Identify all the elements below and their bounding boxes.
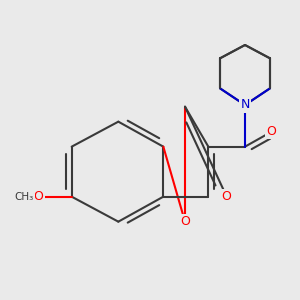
Text: O: O [180,215,190,228]
Text: O: O [33,190,43,203]
Text: O: O [267,125,277,138]
Text: O: O [222,190,232,203]
Text: N: N [240,98,250,112]
Text: CH₃: CH₃ [14,192,34,202]
